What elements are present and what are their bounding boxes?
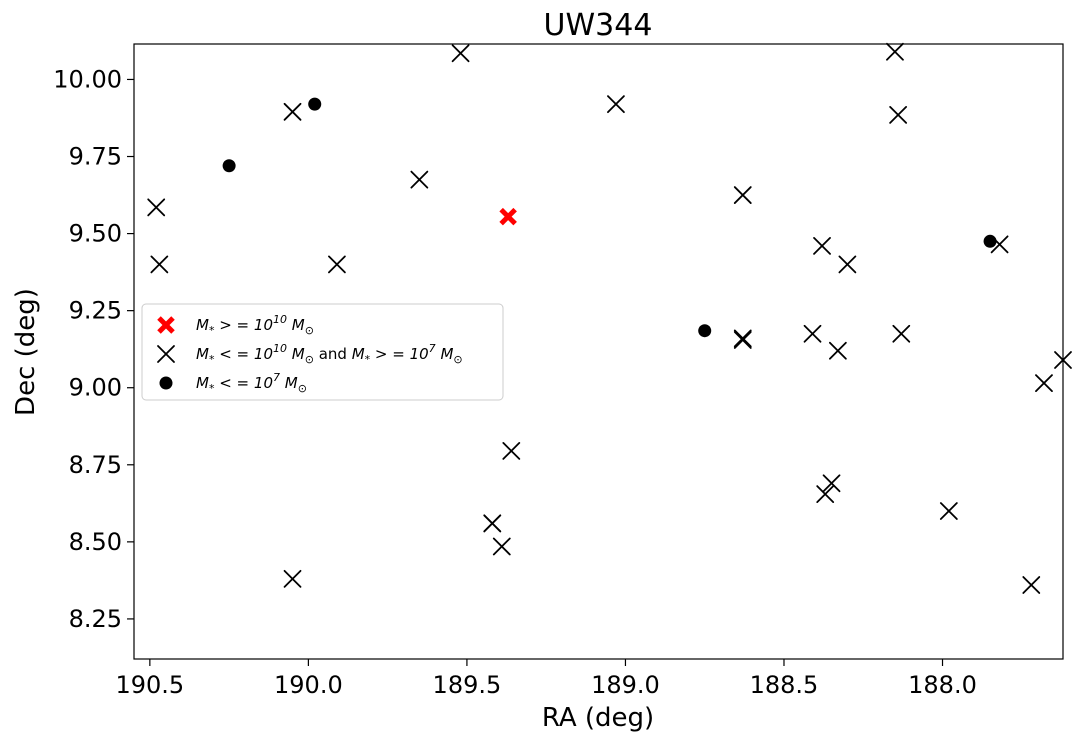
legend-label-mid-mass: M* < = 1010 M⊙ and M* > = 107 M⊙ <box>196 342 463 366</box>
chart-title: UW344 <box>544 8 653 43</box>
data-point-series-2 <box>816 485 835 503</box>
y-tick-label: 9.50 <box>69 220 122 248</box>
legend-label-low-mass: M* < = 107 M⊙ <box>196 371 307 395</box>
data-point-series-3 <box>698 324 712 338</box>
x-axis-ticks: 190.5 190.0 189.5 189.0 188.5 188.0 <box>115 659 977 699</box>
y-tick-label: 10.00 <box>53 65 122 93</box>
data-point-series-2 <box>803 324 822 343</box>
data-point-series-1 <box>499 207 517 226</box>
data-point-series-2 <box>283 569 302 588</box>
legend-marker-series-3 <box>159 376 173 390</box>
x-tick-label: 189.0 <box>591 671 660 699</box>
data-point-series-2 <box>1035 374 1053 392</box>
legend-marker-series-1 <box>157 316 175 334</box>
legend-box <box>141 303 504 401</box>
data-point-series-2 <box>733 186 752 204</box>
y-tick-label: 9.25 <box>69 297 122 325</box>
data-point-series-2 <box>733 329 752 348</box>
data-point-series-2 <box>147 198 166 217</box>
x-axis-title: RA (deg) <box>542 703 654 733</box>
data-point-series-2 <box>733 331 752 349</box>
y-tick-label: 9.75 <box>69 143 122 171</box>
data-point-series-2 <box>892 324 911 343</box>
data-point-series-2 <box>886 42 904 61</box>
y-axis-ticks: 8.25 8.50 8.75 9.00 9.25 9.50 9.75 10.00 <box>53 65 134 633</box>
data-point-series-2 <box>492 537 511 556</box>
y-tick-label: 8.25 <box>69 605 122 633</box>
x-tick-label: 188.0 <box>908 671 977 699</box>
data-point-series-3 <box>983 234 997 248</box>
y-tick-label: 9.00 <box>69 374 122 402</box>
plot-marks <box>147 42 1072 594</box>
legend-markers <box>157 316 175 390</box>
legend-marker-series-2 <box>157 345 175 363</box>
data-point-series-2 <box>483 514 502 533</box>
x-tick-label: 189.5 <box>433 671 502 699</box>
y-tick-label: 8.50 <box>69 528 122 556</box>
y-tick-label: 8.75 <box>69 451 122 479</box>
x-tick-label: 190.0 <box>274 671 343 699</box>
data-point-series-2 <box>451 44 470 63</box>
data-point-series-2 <box>822 474 841 493</box>
data-point-series-3 <box>222 159 236 173</box>
x-tick-label: 190.5 <box>115 671 184 699</box>
data-point-series-2 <box>328 255 346 274</box>
legend: M* > = 1010 M⊙ M* < = 1010 M⊙ and M* > =… <box>141 303 504 401</box>
data-point-series-3 <box>308 97 322 111</box>
x-tick-label: 188.5 <box>750 671 819 699</box>
data-point-series-2 <box>502 442 521 460</box>
legend-label-high-mass: M* > = 1010 M⊙ <box>196 313 314 337</box>
data-point-series-2 <box>828 341 847 360</box>
data-point-series-2 <box>150 255 169 274</box>
data-point-series-2 <box>813 237 831 255</box>
data-point-series-2 <box>1022 576 1041 594</box>
data-point-series-2 <box>607 95 625 114</box>
data-point-series-2 <box>838 255 857 274</box>
data-point-series-2 <box>283 102 302 121</box>
data-point-series-2 <box>939 502 958 520</box>
data-point-series-2 <box>889 106 908 124</box>
plot-area-frame <box>133 43 1064 660</box>
y-axis-title: Dec (deg) <box>11 288 41 416</box>
data-point-series-2 <box>410 170 429 189</box>
